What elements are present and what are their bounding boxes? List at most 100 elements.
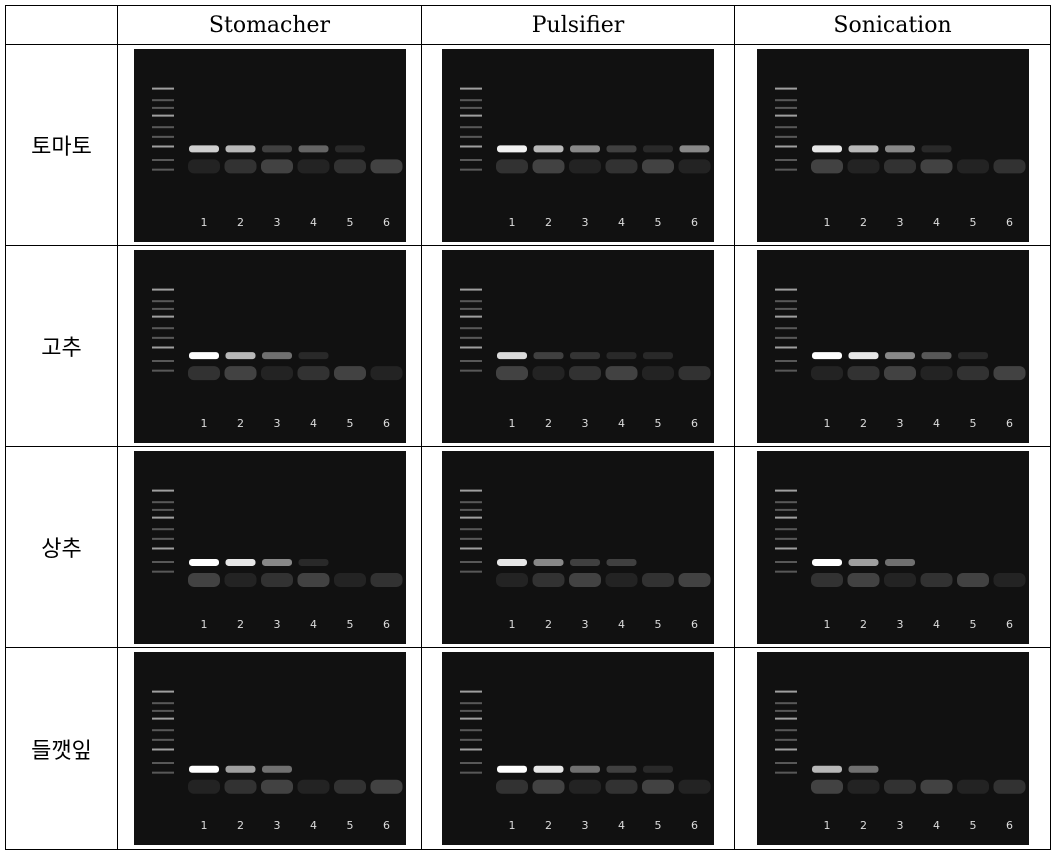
smear (370, 779, 402, 794)
ladder-band (460, 570, 482, 573)
ladder-band (774, 560, 797, 563)
smear (847, 572, 879, 587)
lane-label: 6 (691, 216, 698, 229)
lane-label: 6 (691, 819, 698, 832)
lane-label: 1 (200, 819, 207, 832)
ladder-band (460, 106, 482, 109)
smear (678, 779, 711, 794)
dna-band (848, 144, 878, 152)
lane-label: 3 (582, 216, 589, 229)
dna-band (884, 144, 915, 152)
smear (883, 158, 916, 173)
ladder-band (774, 500, 797, 503)
lane-label: 4 (310, 417, 317, 430)
row-label: 들깻잎 (6, 648, 118, 850)
dna-band (811, 765, 842, 773)
dna-band (261, 558, 292, 566)
gel-cell: 1 2 3 4 5 6 (735, 246, 1051, 447)
ladder-band (151, 307, 174, 310)
dna-band (298, 351, 328, 359)
ladder-band (151, 702, 174, 705)
dna-band (884, 351, 915, 359)
ladder-band (774, 125, 797, 128)
smear (260, 158, 293, 173)
smear (260, 365, 293, 380)
ladder-band (151, 709, 174, 712)
lane-label: 6 (691, 618, 698, 631)
ladder-band (151, 717, 174, 720)
lane-label: 1 (823, 216, 830, 229)
lane-label: 4 (933, 618, 940, 631)
ladder-band (460, 288, 482, 291)
ladder-band (774, 114, 797, 117)
ladder-band (460, 135, 482, 138)
dna-band (334, 144, 365, 152)
smear (187, 365, 220, 380)
gel-background (756, 450, 1029, 644)
smear (187, 779, 220, 794)
dna-band (188, 558, 219, 566)
gel-cell: 1 2 3 4 5 6 (118, 246, 422, 447)
dna-band (225, 765, 255, 773)
smear (370, 365, 402, 380)
smear (642, 158, 674, 173)
smear (496, 365, 528, 380)
ladder-band (774, 346, 797, 348)
lane-label: 5 (969, 216, 976, 229)
dna-band (811, 144, 842, 152)
gel-table: Stomacher Pulsifier Sonication 토마토 1 2 3 4 5 6 1 2 3… (5, 5, 1051, 850)
ladder-band (460, 125, 482, 128)
smear (297, 365, 329, 380)
gel-image: 1 2 3 4 5 6 (756, 652, 1029, 845)
ladder-band (774, 717, 797, 720)
ladder-band (151, 489, 174, 492)
gel-background (133, 450, 406, 644)
dna-band (188, 765, 219, 773)
ladder-band (774, 307, 797, 310)
ladder-band (151, 158, 174, 161)
ladder-band (460, 359, 482, 362)
gel-image: 1 2 3 4 5 6 (442, 450, 714, 644)
dna-band (225, 558, 255, 566)
lane-label: 3 (273, 216, 280, 229)
ladder-band (460, 690, 482, 693)
gel-image: 1 2 3 4 5 6 (756, 48, 1029, 242)
ladder-band (774, 326, 797, 329)
dna-band (261, 351, 292, 359)
dna-band (225, 144, 255, 152)
smear (496, 779, 528, 794)
lane-label: 1 (200, 417, 207, 430)
dna-band (570, 351, 600, 359)
lane-label: 2 (545, 216, 552, 229)
ladder-band (774, 98, 797, 101)
ladder-band (151, 326, 174, 329)
ladder-band (774, 771, 797, 774)
smear (569, 158, 601, 173)
smear (224, 779, 256, 794)
ladder-band (774, 508, 797, 511)
gel-image: 1 2 3 4 5 6 (756, 450, 1029, 644)
smear (847, 365, 879, 380)
lane-label: 3 (273, 618, 280, 631)
dna-band (261, 765, 292, 773)
lane-label: 4 (618, 819, 625, 832)
ladder-band (151, 369, 174, 372)
smear (333, 779, 366, 794)
dna-band (533, 144, 564, 152)
smear (642, 779, 674, 794)
ladder-band (460, 98, 482, 101)
ladder-band (151, 516, 174, 519)
lane-label: 5 (655, 618, 662, 631)
lane-label: 5 (655, 819, 662, 832)
dna-band (811, 558, 842, 566)
smear (532, 158, 565, 173)
ladder-band (774, 516, 797, 519)
dna-band (921, 351, 951, 359)
lane-label: 1 (823, 819, 830, 832)
ladder-band (151, 527, 174, 530)
ladder-band (151, 288, 174, 291)
lane-label: 5 (655, 216, 662, 229)
dna-band (606, 765, 637, 773)
ladder-band (774, 288, 797, 291)
gel-image: 1 2 3 4 5 6 (442, 249, 714, 443)
